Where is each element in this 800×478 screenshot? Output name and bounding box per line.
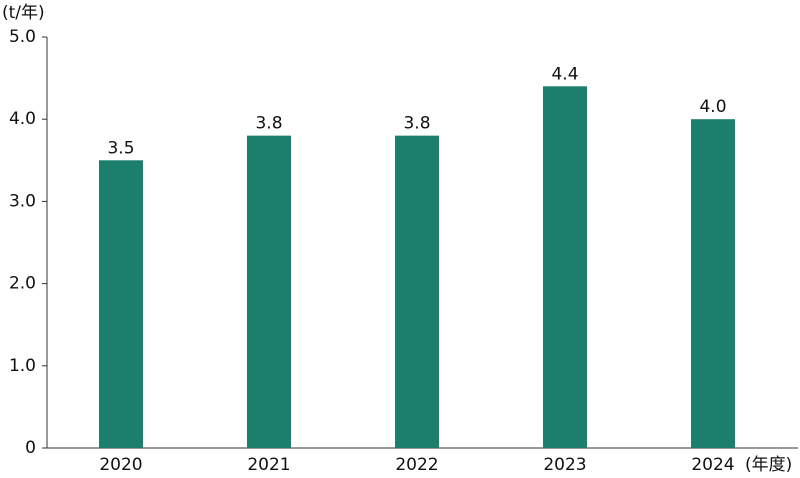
y-tick-label: 1.0 bbox=[9, 356, 36, 376]
x-tick-label: 2020 bbox=[99, 455, 142, 475]
x-tick-label: 2021 bbox=[247, 455, 290, 475]
x-tick-label: 2023 bbox=[543, 455, 586, 475]
bar bbox=[395, 135, 439, 448]
y-tick-label: 2.0 bbox=[9, 274, 36, 294]
bar bbox=[99, 160, 143, 449]
x-tick-label: 2024 bbox=[691, 455, 734, 475]
bar bbox=[247, 135, 291, 448]
bar bbox=[543, 86, 587, 448]
y-tick-label: 0 bbox=[25, 438, 36, 458]
y-tick-label: 5.0 bbox=[9, 27, 36, 47]
y-tick-label: 4.0 bbox=[9, 109, 36, 129]
x-tick-label: 2022 bbox=[395, 455, 438, 475]
y-axis-label: (t/年) bbox=[2, 3, 45, 23]
x-axis-label: (年度) bbox=[745, 455, 792, 475]
y-tick-label: 3.0 bbox=[9, 191, 36, 211]
value-label: 3.8 bbox=[403, 114, 430, 134]
value-label: 4.4 bbox=[551, 64, 578, 84]
value-label: 4.0 bbox=[699, 97, 726, 117]
value-label: 3.8 bbox=[255, 114, 282, 134]
value-label: 3.5 bbox=[107, 138, 134, 158]
bar bbox=[691, 119, 735, 448]
